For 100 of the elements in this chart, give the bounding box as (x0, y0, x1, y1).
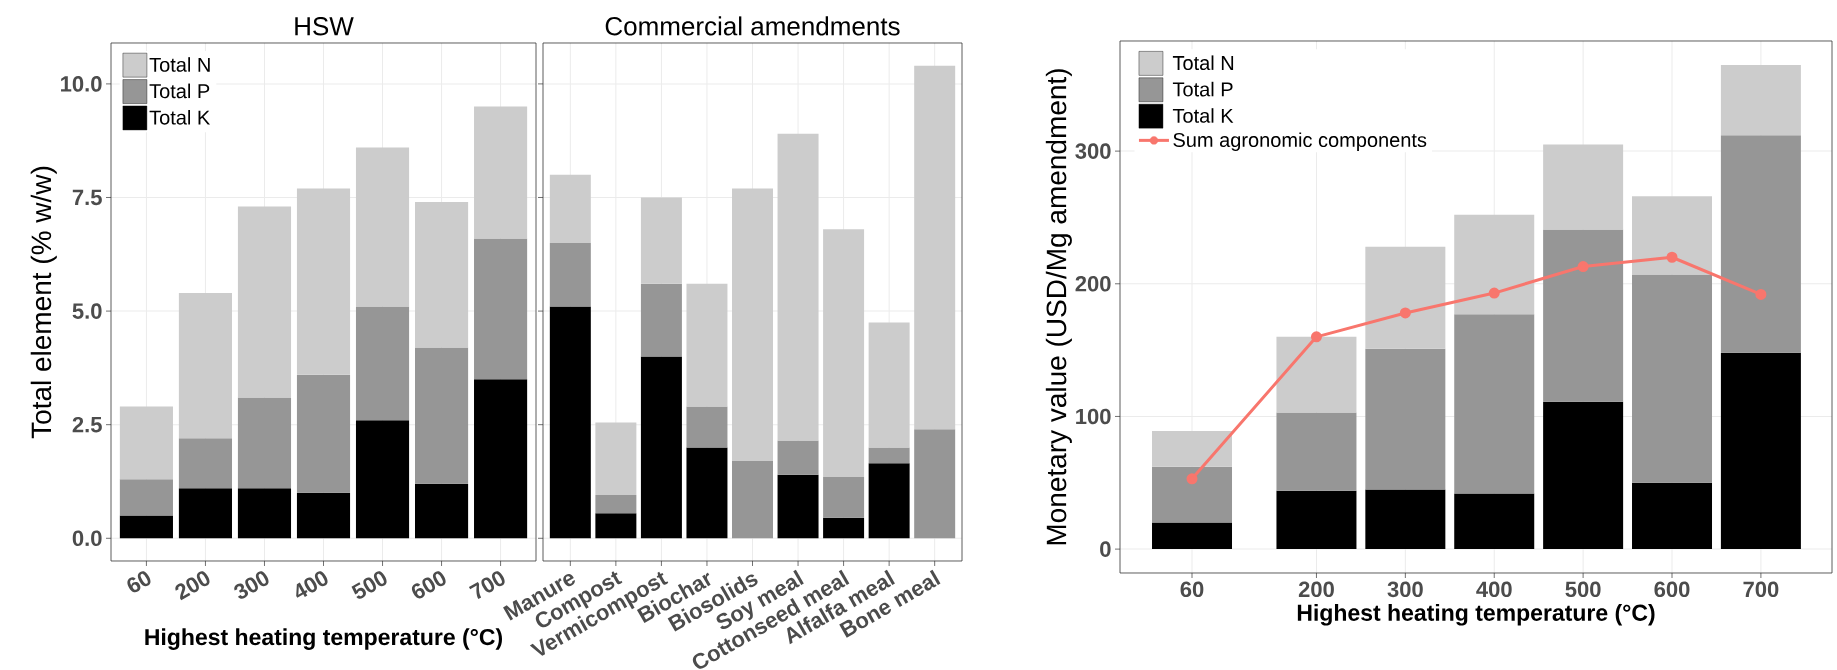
bar (595, 422, 637, 496)
bar (474, 238, 528, 380)
bar (549, 242, 591, 307)
bar (178, 438, 233, 489)
bar (1152, 522, 1233, 550)
bar (1543, 144, 1624, 230)
bar (868, 463, 910, 539)
bar (1720, 352, 1801, 550)
chart-title: Commercial amendments (605, 16, 900, 36)
y-tick-label: 10.0 (61, 76, 102, 92)
bar (1365, 489, 1446, 550)
bar (823, 229, 865, 477)
bar (1276, 412, 1357, 491)
y-tick-label: 5.0 (72, 303, 102, 319)
point (1577, 261, 1589, 273)
bar (1276, 336, 1357, 413)
x-tick-label: 300 (1387, 581, 1423, 598)
bar (237, 206, 292, 398)
chart-title: HSW (295, 17, 354, 36)
x-tick-label: 400 (296, 571, 328, 598)
legend-label: Total K (1172, 108, 1234, 123)
bar (1152, 466, 1233, 523)
bar (178, 292, 233, 439)
point (1310, 331, 1322, 343)
x-tick-label: 200 (1298, 581, 1334, 598)
bar (686, 447, 728, 539)
bar (1632, 482, 1713, 550)
bar (914, 429, 956, 539)
bar (296, 188, 351, 375)
bar (119, 406, 173, 480)
x-tick-label: 200 (175, 571, 210, 601)
bar (1454, 214, 1535, 315)
bar (1365, 348, 1446, 490)
x-tick-label: 500 (351, 571, 387, 599)
point (1755, 288, 1767, 300)
bar (868, 322, 910, 448)
y-tick-label: 100 (1076, 408, 1111, 425)
legend-label: Total P (1172, 81, 1233, 97)
bar (686, 283, 728, 407)
y-tick-label: 0.0 (72, 530, 102, 547)
bar (355, 147, 410, 307)
bar (549, 174, 591, 243)
bar (119, 479, 173, 516)
legend-label: Total P (149, 83, 210, 99)
point (1666, 251, 1678, 263)
x-tick-label: 60 (127, 571, 151, 593)
bar (686, 406, 728, 448)
bar (237, 488, 292, 539)
bar (732, 188, 773, 462)
bar (777, 440, 819, 475)
legend-label: Sum agronomic components (1173, 132, 1427, 152)
legend-label: Total N (1172, 55, 1234, 71)
bar (415, 202, 469, 348)
bar (868, 447, 910, 464)
bar (237, 397, 292, 489)
bar (549, 306, 591, 539)
x-tick-label: 500 (1565, 581, 1601, 598)
bar (1543, 401, 1624, 550)
bar (178, 488, 233, 539)
bar (1454, 314, 1535, 494)
bar (1720, 135, 1801, 353)
x-axis-title: Highest heating temperature (°C) (145, 628, 502, 650)
bar (595, 495, 637, 514)
bar (1152, 431, 1233, 467)
bar (296, 492, 351, 539)
x-tick-label: 60 (1180, 581, 1204, 598)
bar (823, 517, 865, 539)
bar (415, 347, 469, 484)
y-tick-label: 200 (1075, 275, 1111, 292)
point (1186, 473, 1198, 485)
bar (1720, 64, 1801, 136)
bar (823, 476, 865, 518)
bar (1632, 196, 1713, 275)
bar (777, 133, 819, 441)
legend-label: Total N (149, 57, 210, 72)
point (1399, 307, 1411, 319)
y-axis-title: Total element (% w/w) (30, 166, 57, 439)
y-axis-title: Monetary value (USD/Mg amendment) (1045, 69, 1072, 545)
bar (355, 420, 410, 539)
bar (640, 356, 682, 539)
y-tick-label: 7.5 (72, 189, 102, 206)
bar (1454, 493, 1535, 550)
bar (1365, 246, 1446, 349)
bar (474, 379, 528, 539)
bar (474, 106, 528, 239)
x-tick-label: 600 (411, 571, 446, 599)
x-tick-label: 400 (1476, 581, 1512, 598)
bar (640, 197, 682, 284)
bar (1276, 490, 1357, 550)
point (1488, 287, 1500, 299)
y-tick-label: 0 (1100, 541, 1111, 557)
x-tick-label: 700 (1743, 581, 1779, 598)
y-tick-label: 2.5 (72, 416, 102, 433)
bar (640, 283, 682, 357)
bar (415, 483, 469, 539)
bar (595, 513, 637, 539)
x-tick-label: 300 (234, 571, 269, 599)
bar (777, 474, 819, 539)
x-tick-label: 700 (468, 571, 505, 600)
bar (355, 306, 410, 421)
